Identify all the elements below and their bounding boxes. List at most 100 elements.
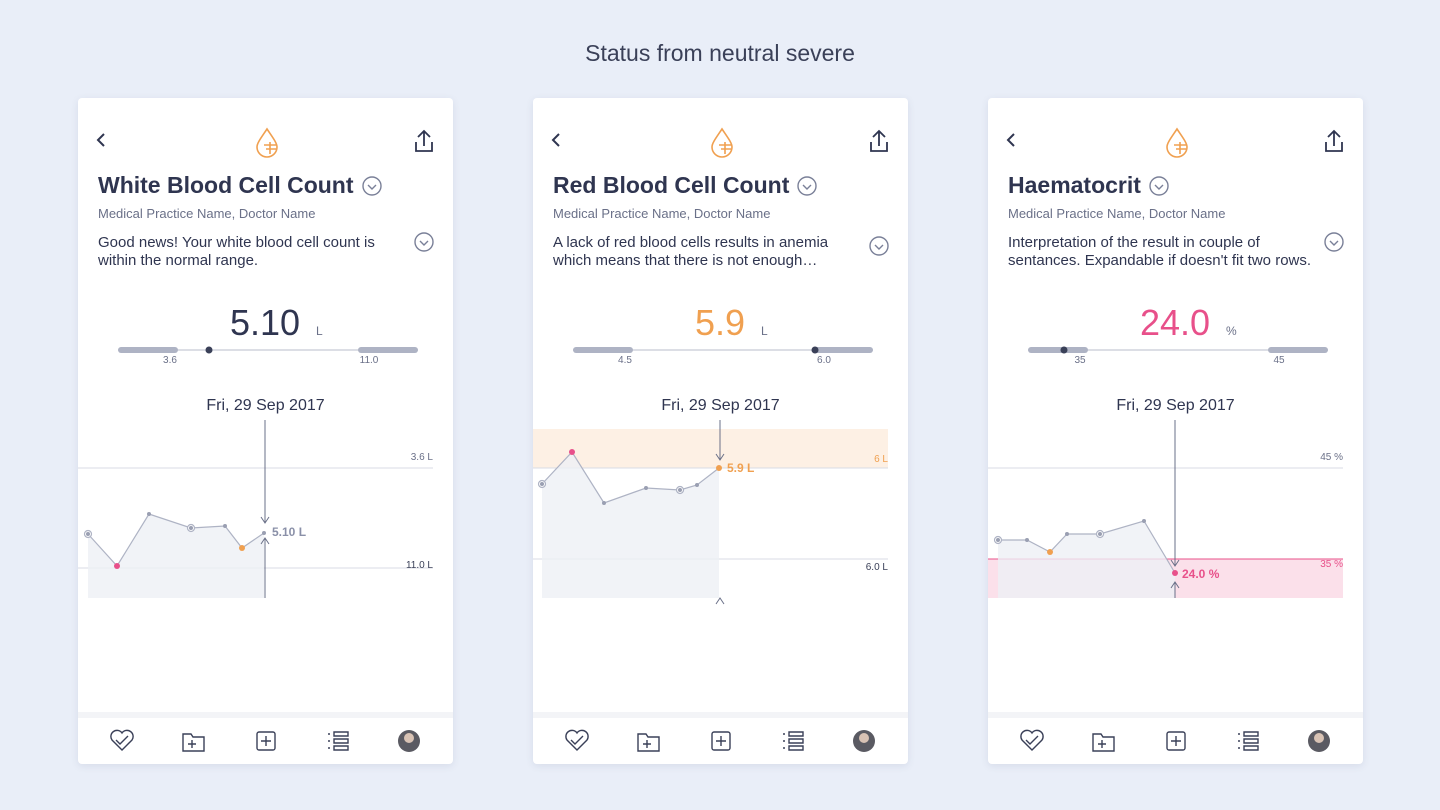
expand-button[interactable]: [414, 232, 434, 252]
date-label: Fri, 29 Sep 2017: [1116, 397, 1235, 414]
trend-point: [223, 524, 227, 528]
value: 5.10: [230, 302, 300, 343]
trend-point: [1098, 532, 1102, 536]
tab-add-plus: [261, 736, 271, 746]
ref-bottom-label: 35 %: [1320, 559, 1343, 570]
ref-top-label: 45 %: [1320, 452, 1343, 463]
card-graphics: 5.10 L 3.6 11.0 5.10 L 3.6 L 11.0 L: [78, 127, 453, 752]
point-label: 24.0 %: [1182, 567, 1220, 581]
tab-bar-shadow: [78, 712, 453, 718]
range-high-seg: [1268, 347, 1328, 353]
page-title: Status from neutral severe: [585, 40, 855, 66]
trend-area: [542, 452, 719, 598]
trend-point: [86, 532, 90, 536]
card-title: White Blood Cell Count: [98, 172, 354, 198]
expand-button[interactable]: [797, 176, 817, 196]
range-low-seg: [1028, 347, 1088, 353]
trend-point: [540, 482, 544, 486]
ref-bottom-label: 11.0 L: [406, 560, 433, 571]
subtitle: Medical Practice Name, Doctor Name: [98, 206, 316, 221]
range-low-label: 4.5: [618, 355, 632, 366]
trend-point: [147, 512, 151, 516]
trend-point: [1025, 538, 1029, 542]
drop-icon: [1166, 127, 1188, 158]
tab-health[interactable]: [110, 729, 134, 751]
range-high-seg: [358, 347, 418, 353]
pointer-head: [715, 453, 725, 461]
pointer-head: [715, 597, 725, 605]
tab-list[interactable]: [783, 731, 804, 751]
expand-chevron: [419, 240, 429, 246]
trend-point: [695, 483, 699, 487]
trend-point: [996, 538, 1000, 542]
description: A lack of red blood cells results in ane…: [553, 234, 829, 269]
unit: %: [1226, 324, 1237, 338]
card: 5.10 L 3.6 11.0 5.10 L 3.6 L 11.0 L White Blood…: [78, 98, 453, 764]
tab-profile-face: [859, 733, 869, 743]
point-label: 5.10 L: [272, 525, 306, 539]
tab-add[interactable]: [1166, 731, 1186, 751]
tab-records[interactable]: [1092, 733, 1115, 752]
share-button[interactable]: [415, 129, 433, 152]
tab-health[interactable]: [1020, 729, 1044, 751]
card: 5.9 L 4.5 6.0 5.9 L 6 L 6.0 L Red Blood Cell Co…: [533, 98, 908, 764]
tab-add-plus: [716, 736, 726, 746]
range-marker: [1060, 346, 1068, 354]
expand-button[interactable]: [869, 236, 889, 256]
tab-add[interactable]: [711, 731, 731, 751]
trend-point: [1047, 549, 1053, 555]
trend-area: [88, 514, 264, 598]
card-graphics: 5.9 L 4.5 6.0 5.9 L 6 L 6.0 L: [533, 127, 908, 752]
share-button[interactable]: [870, 129, 888, 152]
ref-top-label: 6 L: [874, 454, 888, 465]
tab-health[interactable]: [565, 729, 589, 751]
tab-profile-face: [404, 733, 414, 743]
range-high-label: 11.0: [360, 355, 379, 366]
back-button[interactable]: [551, 133, 560, 147]
range-high-seg: [813, 347, 873, 353]
date-label: Fri, 29 Sep 2017: [206, 397, 325, 414]
trend-point: [189, 526, 193, 530]
point-label: 5.9 L: [727, 461, 754, 475]
description: Interpretation of the result in couple o…: [1008, 234, 1312, 269]
unit: L: [316, 324, 323, 338]
trend-point: [262, 531, 266, 535]
card-graphics: 24.0 % 35 45 24.0 % 45 % 35 %: [988, 127, 1363, 752]
expand-chevron: [1329, 240, 1339, 246]
expand-chevron: [802, 184, 812, 190]
tab-list[interactable]: [1238, 731, 1259, 751]
tab-bar-shadow: [533, 712, 908, 718]
range-low-label: 3.6: [163, 355, 177, 366]
tab-records[interactable]: [182, 733, 205, 752]
tab-records[interactable]: [637, 733, 660, 752]
trend-point: [1065, 532, 1069, 536]
date-label: Fri, 29 Sep 2017: [661, 397, 780, 414]
value: 5.9: [695, 302, 745, 343]
expand-button[interactable]: [1324, 232, 1344, 252]
range-high-label: 6.0: [817, 355, 831, 366]
expand-button[interactable]: [1149, 176, 1169, 196]
tab-add[interactable]: [256, 731, 276, 751]
back-button[interactable]: [1006, 133, 1015, 147]
pointer-head: [260, 516, 270, 524]
tab-list[interactable]: [328, 731, 349, 751]
share-button[interactable]: [1325, 129, 1343, 152]
back-button[interactable]: [96, 133, 105, 147]
range-marker: [811, 346, 819, 354]
trend-area: [998, 521, 1175, 598]
subtitle: Medical Practice Name, Doctor Name: [553, 206, 771, 221]
range-band: [533, 429, 888, 468]
ref-top-label: 3.6 L: [411, 452, 434, 463]
pointer-head: [1170, 559, 1180, 567]
value: 24.0: [1140, 302, 1210, 343]
card-title: Haematocrit: [1008, 172, 1141, 198]
unit: L: [761, 324, 768, 338]
trend-point: [644, 486, 648, 490]
trend-point: [1142, 519, 1146, 523]
range-low-seg: [118, 347, 178, 353]
tab-profile-face: [1314, 733, 1324, 743]
expand-chevron: [367, 184, 377, 190]
trend-point: [602, 501, 606, 505]
range-low-seg: [573, 347, 633, 353]
expand-button[interactable]: [362, 176, 382, 196]
